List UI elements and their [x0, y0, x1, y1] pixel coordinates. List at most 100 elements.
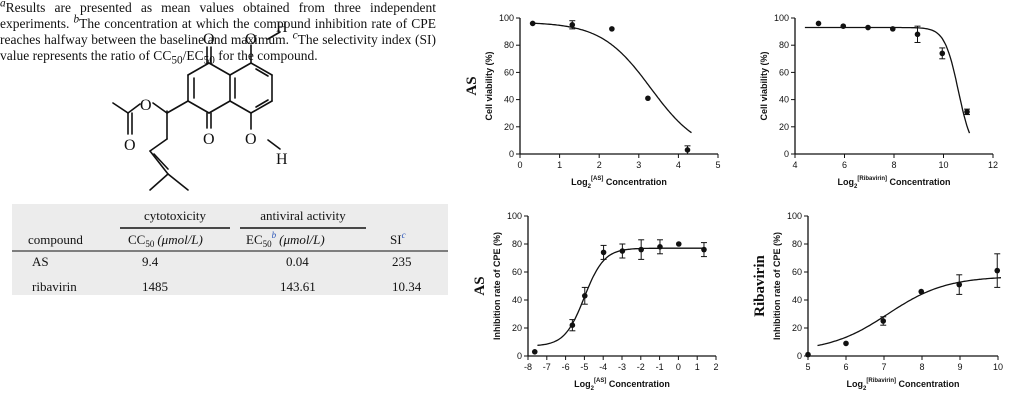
data-point: [638, 246, 644, 253]
table-row: ribavirin 1485 143.61 10.34: [12, 279, 448, 295]
table-cell-cc50: 9.4: [142, 254, 159, 269]
x-tick-label: 5: [805, 362, 810, 372]
x-tick-label: 9: [957, 362, 962, 372]
chart-as-cpe-inhibition: -8 -7 -6 -5 -4 -3 -2 -1 0 1 2020406080100Inhibitio…: [472, 211, 719, 392]
y-axis-label: Inhibition rate of CPE (%): [772, 232, 782, 340]
group-header-cytotoxicity: cytotoxicity: [144, 208, 207, 223]
column-header-compound: compound: [28, 232, 83, 247]
x-tick-label: 8: [919, 362, 924, 372]
atom-label: O: [245, 131, 257, 148]
x-axis-label: Log2[AS] Concentration: [571, 176, 667, 190]
column-header-cc50: CC50 (μmol/L): [128, 232, 203, 249]
data-point: [865, 24, 871, 31]
table-cell-compound: AS: [32, 254, 49, 269]
data-point: [657, 244, 663, 250]
fit-curve: [804, 26, 971, 134]
fit-curve: [537, 247, 706, 347]
x-axis-label: Log2[AS] Concentration: [574, 378, 670, 392]
x-axis-label: Log2[Ribavirin] Concentration: [846, 378, 959, 392]
x-tick-label: 5: [715, 160, 720, 170]
x-tick-label: -2: [637, 362, 645, 372]
data-point: [569, 22, 576, 28]
y-tick-label: 20: [504, 122, 514, 132]
footnote-text: aResults are presented as mean values ob…: [0, 0, 436, 67]
data-point: [964, 109, 970, 115]
y-tick-label: 80: [779, 40, 789, 50]
x-tick-label: 10: [993, 362, 1003, 372]
x-tick-label: -8: [524, 362, 532, 372]
y-tick-label: 40: [504, 95, 514, 105]
data-point: [609, 26, 615, 32]
data-point: [645, 95, 651, 102]
y-tick-label: 60: [512, 267, 522, 277]
y-tick-label: 100: [499, 13, 514, 23]
y-tick-label: 0: [784, 149, 789, 159]
table-cell-ec50: 0.04: [286, 254, 309, 269]
table-cell-compound: ribavirin: [32, 279, 77, 294]
table-cell-si: 235: [392, 254, 412, 269]
y-axis-label: Inhibition rate of CPE (%): [492, 232, 502, 340]
table-footnotes: aResults are presented as mean values ob…: [0, 0, 436, 67]
y-tick-label: 100: [787, 211, 802, 221]
y-tick-label: 40: [512, 295, 522, 305]
data-point: [619, 248, 626, 254]
y-tick-label: 40: [779, 95, 789, 105]
row-label: AS: [472, 276, 488, 295]
x-tick-label: -3: [618, 362, 626, 372]
x-axis-label: Log2[Ribavirin] Concentration: [837, 176, 950, 190]
y-axis-label: Cell viability (%): [759, 51, 769, 120]
y-tick-label: 0: [509, 149, 514, 159]
x-tick-label: 0: [676, 362, 681, 372]
x-tick-label: -6: [562, 362, 570, 372]
data-point: [918, 288, 925, 295]
y-tick-label: 60: [792, 267, 802, 277]
data-point: [529, 20, 536, 27]
x-tick-label: 6: [843, 362, 848, 372]
y-tick-label: 60: [504, 67, 514, 77]
x-tick-label: -4: [599, 362, 607, 372]
y-tick-label: 0: [797, 351, 802, 361]
data-point: [675, 241, 682, 247]
results-table: cytotoxicity antiviral activity compound…: [12, 204, 448, 279]
y-tick-label: 80: [504, 40, 514, 50]
atom-label: O: [203, 31, 215, 48]
data-point: [569, 322, 576, 328]
chart-as-viability: 0 1 2 3 4 5 0 20 40 60 80 100 Cell viability (%) AS Lo…: [464, 13, 721, 190]
atom-label: O: [245, 31, 257, 48]
table-background: [12, 204, 448, 279]
fit-curve: [817, 277, 1002, 347]
y-tick-label: 20: [792, 323, 802, 333]
data-point: [581, 293, 588, 299]
data-point: [531, 349, 538, 355]
data-point: [994, 267, 1001, 274]
y-axis-label: Cell viability (%): [484, 51, 494, 120]
x-tick-label: 4: [792, 160, 797, 170]
x-tick-label: 7: [881, 362, 886, 372]
row-label: AS: [464, 76, 480, 95]
data-point: [914, 31, 921, 38]
atom-label: O: [140, 97, 152, 114]
x-tick-label: -7: [543, 362, 551, 372]
table-cell-cc50: 1485: [142, 279, 168, 294]
column-header-ec50: EC50b (μmol/L): [246, 230, 325, 249]
y-tick-label: 80: [792, 239, 802, 249]
group-header-antiviral: antiviral activity: [260, 208, 346, 223]
chart-ribavirin-viability: 4 6 8 10 12 0 20 40 60 80 100 Cell viability (%) Log…: [759, 13, 998, 190]
x-tick-label: 1: [695, 362, 700, 372]
y-tick-label: 20: [512, 323, 522, 333]
chemical-structure: O O O O O H O H: [112, 19, 288, 191]
atom-label: O: [124, 137, 136, 154]
x-tick-label: -5: [580, 362, 588, 372]
x-tick-label: 3: [636, 160, 641, 170]
x-tick-label: 4: [676, 160, 681, 170]
row-label: Ribavirin: [752, 255, 768, 317]
x-tick-label: -1: [656, 362, 664, 372]
x-tick-label: 2: [713, 362, 718, 372]
atom-label: H: [276, 19, 288, 36]
y-tick-label: 0: [517, 351, 522, 361]
x-tick-label: 2: [597, 160, 602, 170]
x-tick-label: 10: [938, 160, 948, 170]
y-tick-label: 100: [507, 211, 522, 221]
data-point: [600, 249, 607, 256]
